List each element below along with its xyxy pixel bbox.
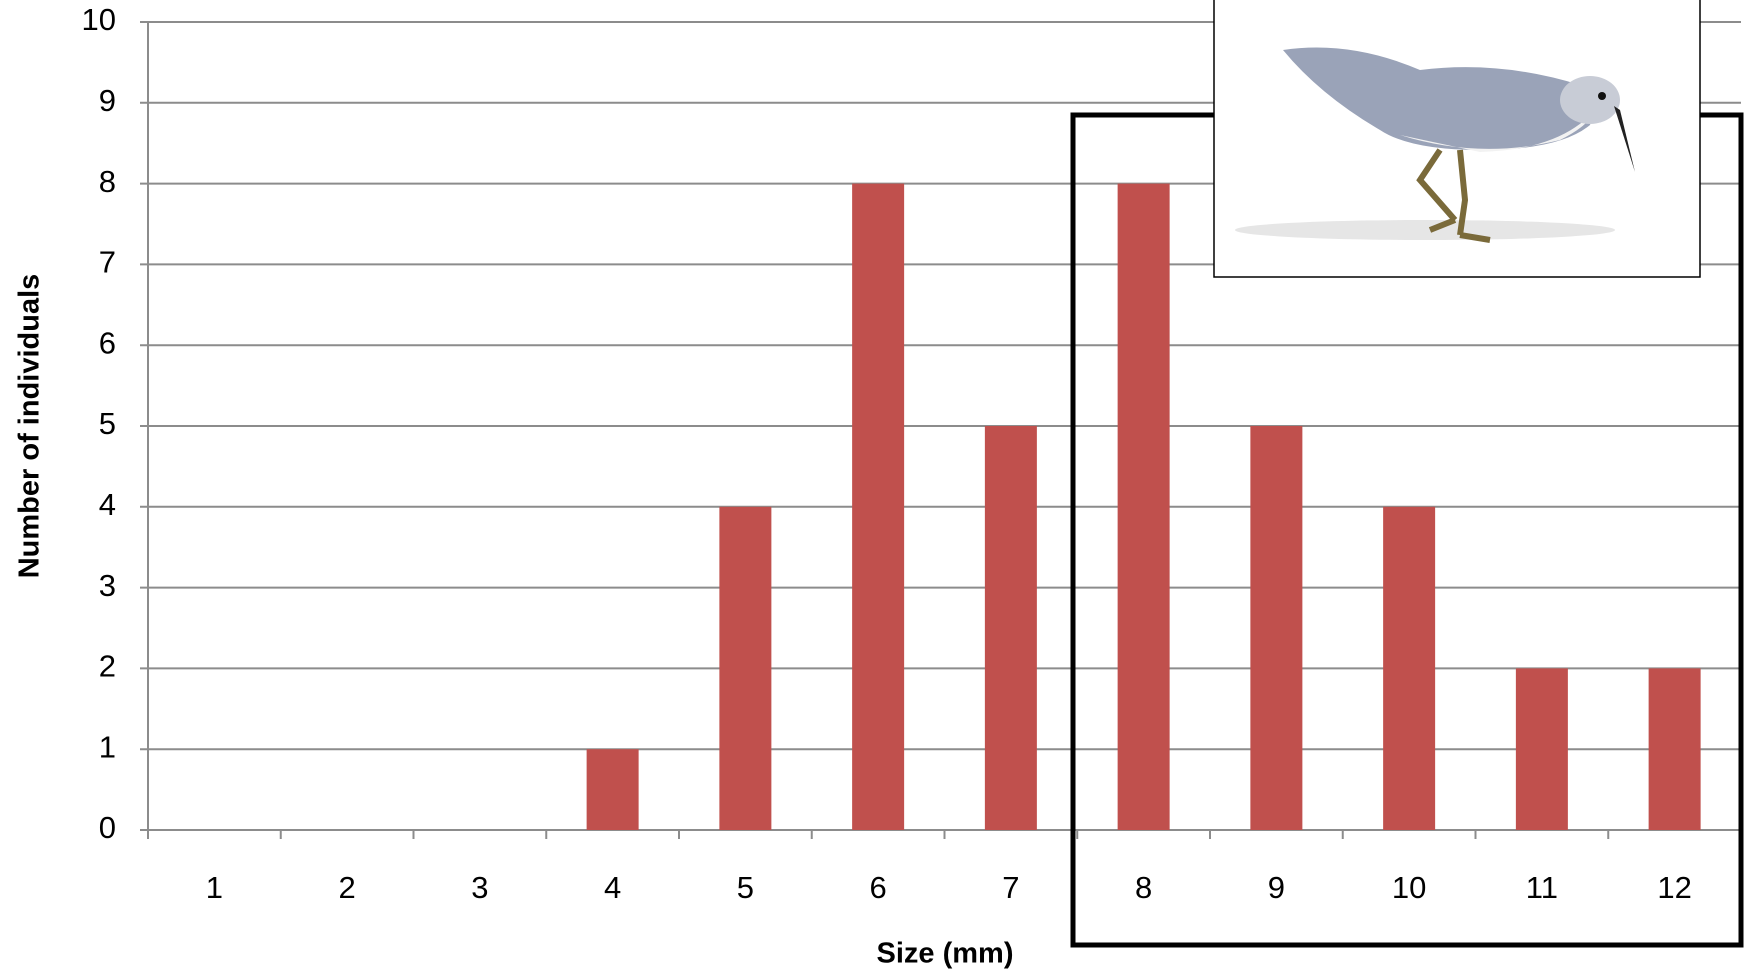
bird-illustration [1213,0,1701,278]
x-tick-label: 5 [737,870,754,905]
ground [1235,220,1615,240]
x-tick-label: 8 [1135,870,1152,905]
bar [984,426,1037,830]
beak [1614,106,1635,172]
bar [586,749,639,830]
y-tick-label: 6 [99,325,116,360]
x-tick-label: 2 [339,870,356,905]
x-tick-label: 11 [1526,870,1558,905]
belly [1400,110,1595,152]
y-tick-label: 5 [99,406,116,441]
x-tick-label: 4 [604,870,621,905]
x-tick-label: 10 [1392,870,1426,905]
y-tick-label: 4 [99,487,116,522]
x-tick-label: 1 [206,870,223,905]
eye [1598,92,1606,100]
body [1283,47,1594,150]
y-tick-label: 8 [99,164,116,199]
x-tick-label: 12 [1657,870,1691,905]
bar [1117,183,1170,831]
y-tick-label: 1 [99,729,116,764]
bar [1515,668,1568,830]
y-tick-label: 10 [82,2,116,37]
y-tick-label: 0 [99,810,116,845]
bar [1383,506,1436,830]
y-tick-label: 9 [99,83,116,118]
y-tick-label: 2 [99,649,116,684]
head [1560,76,1620,124]
bar [719,506,772,830]
x-tick-label: 7 [1002,870,1019,905]
x-tick-label: 9 [1268,870,1285,905]
y-axis-title: Number of individuals [14,274,46,579]
x-tick-label: 3 [471,870,488,905]
y-tick-label: 7 [99,245,116,280]
x-tick-label: 6 [870,870,887,905]
y-tick-label: 3 [99,568,116,603]
x-axis-title: Size (mm) [877,938,1014,970]
bar [852,183,905,831]
legs [1416,148,1491,243]
bar [1648,668,1701,830]
bar [1250,426,1303,830]
